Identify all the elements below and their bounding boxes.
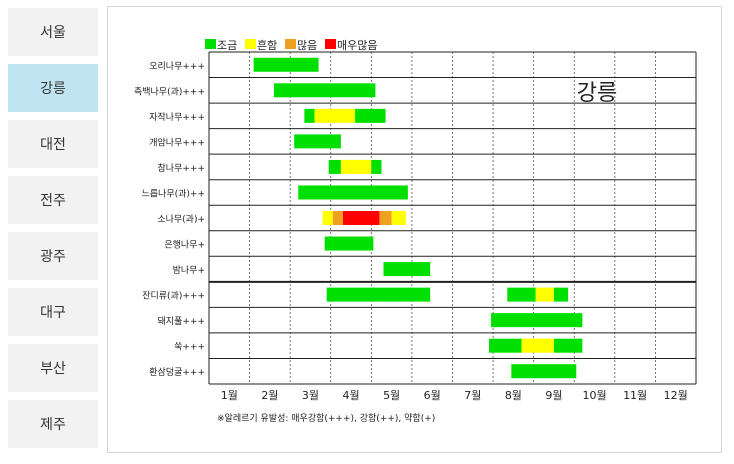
region-tab[interactable]: 대전 <box>8 120 98 168</box>
region-tab[interactable]: 부산 <box>8 344 98 392</box>
pollen-bar <box>294 134 341 149</box>
pollen-bar <box>340 159 372 174</box>
row-label: 잔디류(과)+++ <box>142 291 205 302</box>
legend-swatch <box>205 39 216 49</box>
x-tick-label: 7월 <box>464 389 481 402</box>
x-tick-label: 1월 <box>221 389 238 402</box>
pollen-bar <box>328 159 341 174</box>
pollen-bar <box>298 185 408 200</box>
legend-label: 매우많음 <box>337 39 377 52</box>
pollen-bar <box>391 211 406 225</box>
x-tick-label: 4월 <box>342 389 359 402</box>
legend-swatch <box>245 39 256 49</box>
x-tick-label: 10월 <box>582 389 606 402</box>
row-label: 환삼덩굴+++ <box>149 366 205 378</box>
legend-label: 많음 <box>297 39 317 52</box>
pollen-bar <box>304 108 315 123</box>
x-tick-label: 8월 <box>505 389 522 402</box>
x-tick-label: 2월 <box>261 389 278 402</box>
pollen-bar <box>535 287 554 302</box>
row-label: 은행나무+ <box>164 239 205 251</box>
pollen-bar <box>314 108 356 123</box>
row-label: 참나무+++ <box>158 163 205 174</box>
row-label: 자작나무+++ <box>149 112 205 123</box>
row-label: 측백나무(과)+++ <box>134 86 205 97</box>
x-tick-label: 6월 <box>424 389 441 402</box>
pollen-bar <box>371 159 382 174</box>
legend-swatch <box>285 39 296 49</box>
row-label: 느릅나무(과)++ <box>141 188 205 199</box>
row-label: 오리나무+++ <box>149 61 205 72</box>
row-label: 쑥+++ <box>174 342 205 353</box>
row-label: 개암나무+++ <box>149 136 205 148</box>
pollen-bar <box>326 287 431 302</box>
pollen-bar <box>379 211 392 225</box>
pollen-bar <box>521 338 554 353</box>
x-tick-label: 12월 <box>664 389 688 402</box>
pollen-bar <box>324 236 374 251</box>
chart-title: 강릉 <box>577 81 617 106</box>
region-tab[interactable]: 강릉 <box>8 64 98 112</box>
x-tick-label: 11월 <box>623 389 647 402</box>
pollen-bar <box>253 57 319 72</box>
chart-title-box <box>560 67 638 107</box>
row-label: 밤나무+ <box>173 265 205 276</box>
region-tab[interactable]: 서울 <box>8 8 98 56</box>
x-tick-label: 5월 <box>383 389 400 402</box>
pollen-bar <box>553 287 569 302</box>
footnote: ※알레르기 유발성: 매우강함(+++), 강함(++), 약함(+) <box>217 412 435 424</box>
legend-label: 흔함 <box>257 39 277 52</box>
x-tick-label: 9월 <box>545 389 562 402</box>
pollen-bar <box>332 211 343 225</box>
pollen-bar <box>511 364 577 379</box>
row-label: 돼지풀+++ <box>158 316 205 327</box>
pollen-bar <box>322 211 333 225</box>
region-tab[interactable]: 대구 <box>8 288 98 336</box>
legend-label: 조금 <box>217 39 237 52</box>
region-tab[interactable]: 광주 <box>8 232 98 280</box>
legend-swatch <box>325 39 336 49</box>
pollen-bar <box>553 338 583 353</box>
region-tab[interactable]: 제주 <box>8 400 98 448</box>
pollen-bar <box>273 83 376 98</box>
pollen-bar <box>507 287 536 302</box>
pollen-bar <box>342 211 380 225</box>
row-label: 소나무(과)+ <box>157 214 205 225</box>
pollen-bar <box>355 108 386 123</box>
region-tab[interactable]: 전주 <box>8 176 98 224</box>
pollen-bar <box>383 262 431 277</box>
pollen-bar <box>489 338 522 353</box>
x-tick-label: 3월 <box>302 389 319 402</box>
pollen-bar <box>491 313 583 328</box>
